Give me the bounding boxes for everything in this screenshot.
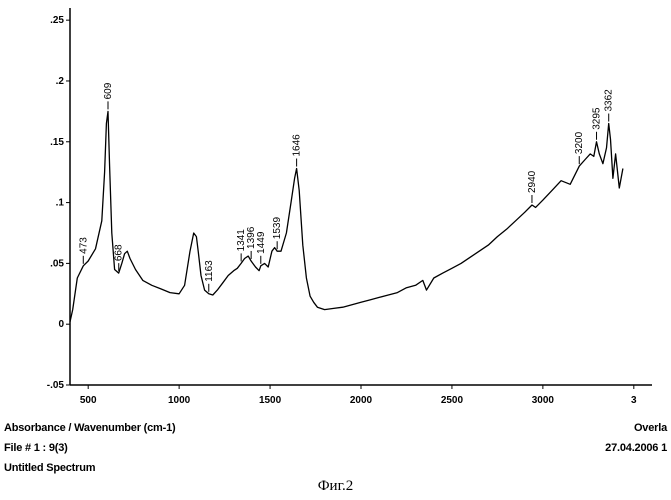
- x-axis-title: Absorbance / Wavenumber (cm-1): [4, 422, 175, 434]
- peak-label: 3362: [604, 89, 615, 112]
- peak-label: 3295: [592, 107, 603, 130]
- y-tick-label: .1: [56, 198, 65, 209]
- x-tick-label: 1500: [259, 395, 282, 406]
- peak-label: 473: [78, 237, 89, 254]
- y-tick-label: -.05: [47, 380, 65, 391]
- figure-caption: Фиг.2: [0, 478, 671, 495]
- peak-label: 668: [114, 244, 125, 261]
- peak-label: 2940: [527, 170, 538, 193]
- y-tick-label: .2: [56, 76, 65, 87]
- date-stamp: 27.04.2006 1: [605, 442, 667, 454]
- peak-label: 1646: [292, 134, 303, 157]
- x-tick-label: 3: [631, 395, 637, 406]
- y-tick-label: .25: [50, 15, 64, 26]
- y-tick-label: .15: [50, 137, 64, 148]
- peak-label: 3200: [574, 131, 585, 154]
- x-tick-label: 2000: [350, 395, 373, 406]
- peak-annotations: 4736096681163134113961449153916462940320…: [78, 82, 614, 292]
- chart-series: [70, 111, 623, 321]
- peak-label: 1539: [272, 217, 283, 240]
- spectrum-name: Untitled Spectrum: [4, 462, 95, 474]
- x-tick-label: 3000: [532, 395, 555, 406]
- spectrum-line: [70, 111, 623, 321]
- y-tick-label: 0: [58, 319, 64, 330]
- x-tick-label: 2500: [441, 395, 464, 406]
- y-tick-label: .05: [50, 258, 64, 269]
- overlay-label: Overla: [634, 422, 667, 434]
- file-info: File # 1 : 9(3): [4, 442, 68, 454]
- chart-axes: .25 .2 .15 .1 .05 0 -.05 500 1000 1500 2000 2500 300…: [47, 8, 652, 406]
- peak-label: 1449: [256, 231, 267, 254]
- peak-label: 609: [103, 82, 114, 99]
- peak-label: 1163: [204, 260, 215, 282]
- x-tick-label: 500: [80, 395, 97, 406]
- x-tick-label: 1000: [168, 395, 191, 406]
